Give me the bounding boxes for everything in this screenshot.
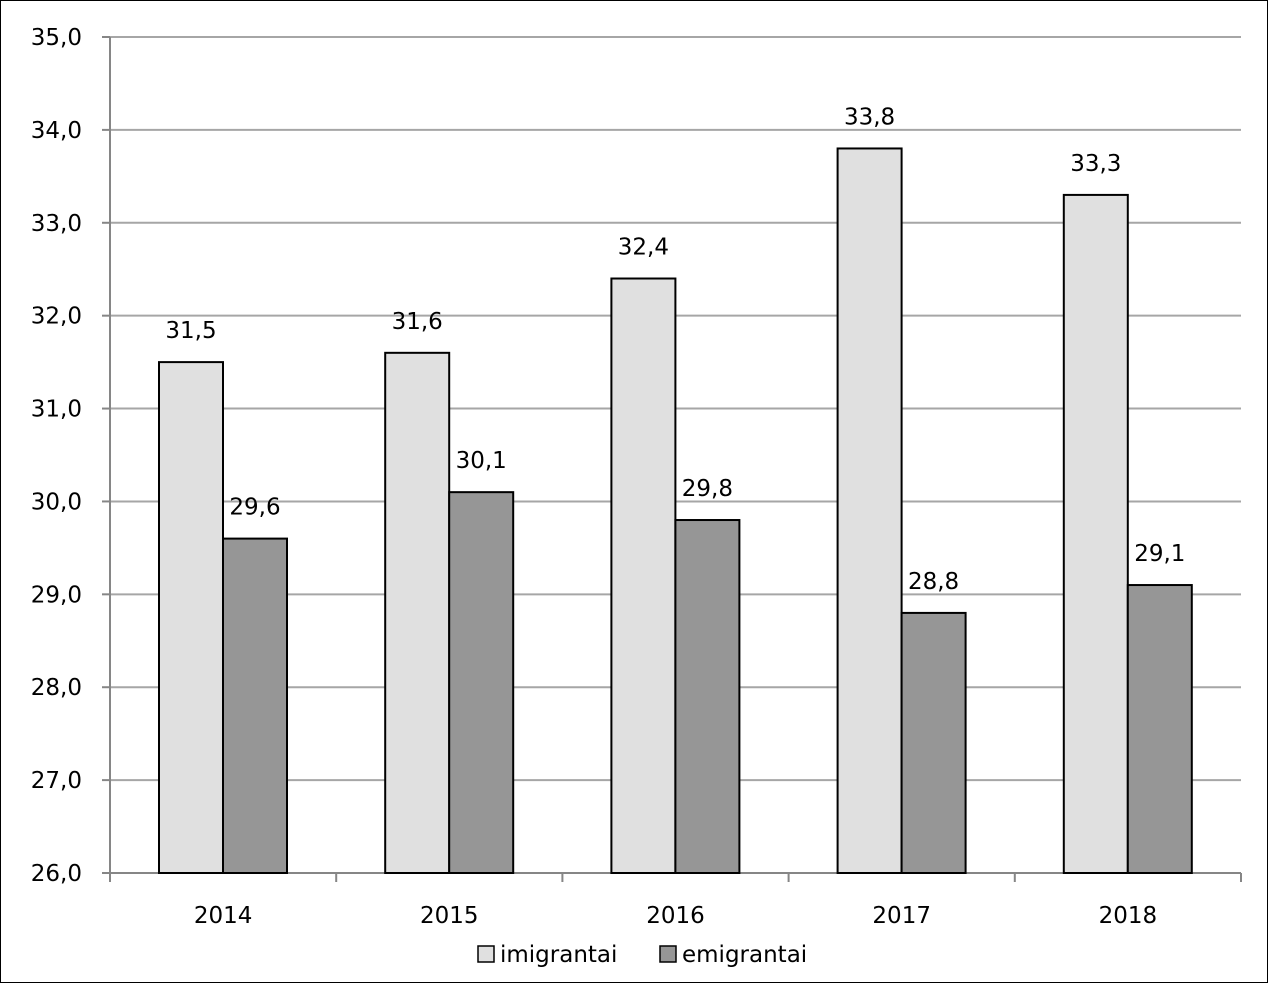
legend-swatch-emigrantai <box>659 945 677 963</box>
y-tick-label: 28,0 <box>31 675 82 701</box>
bar-emigrantai <box>222 537 288 874</box>
y-tick-label: 33,0 <box>31 211 82 237</box>
x-tick-label: 2015 <box>420 903 479 929</box>
y-tick-label: 34,0 <box>31 118 82 144</box>
data-label-emigrantai: 29,8 <box>682 476 733 502</box>
bar-imigrantai <box>1062 193 1129 874</box>
x-tick-label: 2014 <box>194 903 253 929</box>
data-label-imigrantai: 33,3 <box>1070 151 1121 177</box>
bar-emigrantai <box>900 611 967 875</box>
bar-imigrantai <box>158 361 224 874</box>
bar-emigrantai <box>448 491 515 874</box>
y-tick-label: 27,0 <box>31 768 82 794</box>
data-label-emigrantai: 28,8 <box>908 569 959 595</box>
bar-imigrantai <box>610 277 677 874</box>
data-label-imigrantai: 31,5 <box>165 318 216 344</box>
data-label-imigrantai: 33,8 <box>844 104 895 130</box>
x-tick-label: 2016 <box>646 903 705 929</box>
legend-swatch-imigrantai <box>477 945 495 963</box>
bar-imigrantai <box>384 351 451 875</box>
data-label-emigrantai: 29,6 <box>229 495 280 521</box>
y-tick-label: 31,0 <box>31 397 82 423</box>
legend-label-imigrantai: imigrantai <box>500 942 617 968</box>
y-tick-label: 32,0 <box>31 304 82 330</box>
y-tick-label: 30,0 <box>31 489 82 515</box>
data-label-imigrantai: 31,6 <box>392 309 443 335</box>
bar-emigrantai <box>1126 584 1193 874</box>
x-tick-label: 2017 <box>872 903 931 929</box>
y-tick-label: 35,0 <box>31 25 82 51</box>
data-label-emigrantai: 30,1 <box>456 448 507 474</box>
bar-imigrantai <box>836 147 903 874</box>
legend-label-emigrantai: emigrantai <box>682 942 807 968</box>
y-tick-label: 26,0 <box>31 861 82 887</box>
y-tick-label: 29,0 <box>31 582 82 608</box>
x-tick-label: 2018 <box>1099 903 1158 929</box>
data-label-imigrantai: 32,4 <box>618 235 669 261</box>
data-label-emigrantai: 29,1 <box>1134 541 1185 567</box>
bar-emigrantai <box>674 519 741 874</box>
